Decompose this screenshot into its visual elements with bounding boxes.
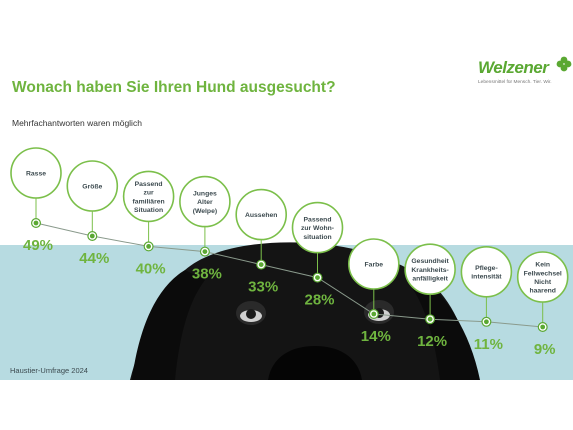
value-label: 44% [79, 250, 109, 267]
category-bubble [122, 170, 175, 223]
data-point [146, 244, 152, 249]
category-label: Farbe [365, 262, 384, 269]
brand-logo: Welzener Lebensmittel für Mensch. Tier. … [478, 56, 572, 92]
category-bubble [460, 245, 513, 298]
category-bubble [179, 175, 231, 228]
category-label: Größe [82, 184, 102, 191]
dog-ear-right [410, 275, 480, 380]
category-bubble [10, 147, 62, 199]
page-subtitle: Mehrfachantworten waren möglich [12, 118, 142, 128]
category-label: Pflege- [475, 265, 498, 272]
category-label: Passend [304, 217, 332, 224]
series-line [35, 222, 543, 328]
value-label: 38% [192, 266, 222, 283]
category-label: Fellwechsel [524, 270, 562, 277]
brand-tagline: Lebensmittel für Mensch. Tier. Wir. [478, 80, 552, 85]
data-point [33, 220, 39, 226]
dog-ear-left [132, 270, 205, 380]
value-labels: 49% 44% 40% 38% 33% 28% 14% 12% 11% 9% [23, 237, 556, 358]
value-label: 11% [474, 336, 503, 353]
category-label: Aussehen [245, 212, 277, 219]
category-label: Rasse [26, 171, 46, 178]
value-label: 33% [248, 279, 278, 296]
data-points [31, 218, 548, 333]
clover-icon [556, 56, 572, 72]
dog-pupil-left [246, 309, 256, 319]
category-bubble [347, 238, 400, 290]
value-label: 28% [304, 292, 334, 309]
category-label: intensität [471, 274, 502, 281]
data-point [89, 233, 95, 239]
data-point [202, 249, 208, 255]
category-bubble [66, 160, 119, 212]
category-label: situation [303, 234, 331, 241]
category-label: familiären [133, 198, 165, 205]
category-bubble [235, 188, 288, 241]
data-point [258, 262, 264, 267]
category-label: anfälligkeit [412, 275, 448, 282]
category-label: Junges [193, 191, 217, 198]
category-label: haarend [529, 288, 555, 295]
data-point [371, 311, 377, 317]
value-label: 12% [417, 333, 447, 350]
category-label: Alter [197, 199, 213, 206]
category-label: Gesundheit [411, 258, 449, 265]
data-point [315, 275, 320, 280]
category-label: Krankheits- [411, 267, 448, 274]
data-point [540, 324, 546, 330]
value-label: 40% [136, 260, 166, 277]
category-bubble [516, 251, 569, 303]
value-label: 49% [23, 237, 53, 254]
category-label: Passend [135, 181, 163, 188]
brand-name: Welzener [478, 58, 549, 77]
category-label: zur Wohn- [301, 225, 334, 232]
page-title: Wonach haben Sie Ihren Hund ausgesucht? [12, 79, 336, 96]
source-note: Haustier-Umfrage 2024 [10, 366, 88, 375]
value-label: 9% [534, 341, 556, 358]
data-point [427, 316, 433, 322]
data-point [484, 319, 489, 325]
category-bubble [404, 243, 456, 296]
category-label: Situation [134, 207, 163, 214]
category-label: (Welpe) [193, 208, 217, 215]
category-label: Nicht [534, 279, 552, 286]
category-label: zur [143, 190, 154, 197]
bottom-white-band [0, 380, 573, 430]
dog-nose [268, 346, 362, 380]
value-label: 14% [361, 328, 391, 345]
category-label: Kein [535, 262, 550, 269]
category-bubble [291, 201, 344, 254]
